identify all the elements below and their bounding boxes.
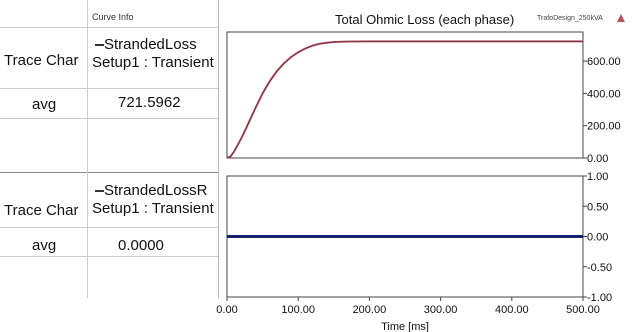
panel-top: 0.00 200.00 400.00 600.00 <box>226 31 621 165</box>
series-line-overlay <box>226 41 583 159</box>
stat-label: avg <box>32 237 57 254</box>
y-tick-label: 600.00 <box>587 56 621 68</box>
y-tick-label: 0.00 <box>587 232 608 244</box>
legend-swatch <box>95 44 104 47</box>
table-divider <box>0 227 219 228</box>
x-tick-label: 100.00 <box>281 304 315 316</box>
warning-triangle-icon[interactable] <box>617 14 625 22</box>
table-divider <box>0 88 219 89</box>
design-name: TrafoDesign_250kVA <box>537 15 603 22</box>
stat-label: avg <box>32 96 57 113</box>
table-column-divider <box>87 0 88 298</box>
y-tick-label: -0.50 <box>587 262 612 274</box>
table-divider <box>0 27 219 28</box>
x-axis-label: Time [ms] <box>381 321 429 332</box>
curve-name-stranded-loss: StrandedLoss <box>95 36 197 53</box>
x-tick-label: 500.00 <box>566 304 600 316</box>
trace-char-label: Trace Char <box>4 52 79 69</box>
y-tick-label: 1.00 <box>587 171 608 183</box>
panel-bottom: 1.00 0.50 0.00 -0.50 -1.00 <box>226 171 612 304</box>
y-tick-label: 200.00 <box>587 121 621 133</box>
x-axis: 0.00 100.00 200.00 300.00 400.00 500.00 <box>216 297 600 316</box>
table-divider <box>0 172 219 173</box>
table-divider <box>0 118 219 119</box>
curve-info-table: Curve Info Trace Char StrandedLoss Setup… <box>0 0 219 298</box>
x-tick-label: 200.00 <box>353 304 387 316</box>
curve-info-header: Curve Info <box>92 12 134 22</box>
y-tick-label: 400.00 <box>587 88 621 100</box>
table-right-border <box>218 0 219 298</box>
plot-frame <box>226 31 584 159</box>
setup-label: Setup1 : Transient <box>92 200 214 217</box>
stat-value: 0.0000 <box>118 237 164 254</box>
y-tick-label: -1.00 <box>587 292 612 304</box>
y-tick-label: 0.00 <box>587 153 608 165</box>
legend-swatch <box>95 190 104 193</box>
x-tick-label: 0.00 <box>216 304 237 316</box>
x-tick-label: 300.00 <box>424 304 458 316</box>
curve-name-stranded-loss-r: StrandedLossR <box>95 182 207 199</box>
trace-char-label: Trace Char <box>4 202 79 219</box>
chart-title: Total Ohmic Loss (each phase) <box>335 12 515 27</box>
table-divider <box>0 256 219 257</box>
stat-value: 721.5962 <box>118 94 181 111</box>
x-tick-label: 400.00 <box>495 304 529 316</box>
y-tick-label: 0.50 <box>587 201 608 213</box>
setup-label: Setup1 : Transient <box>92 54 214 71</box>
